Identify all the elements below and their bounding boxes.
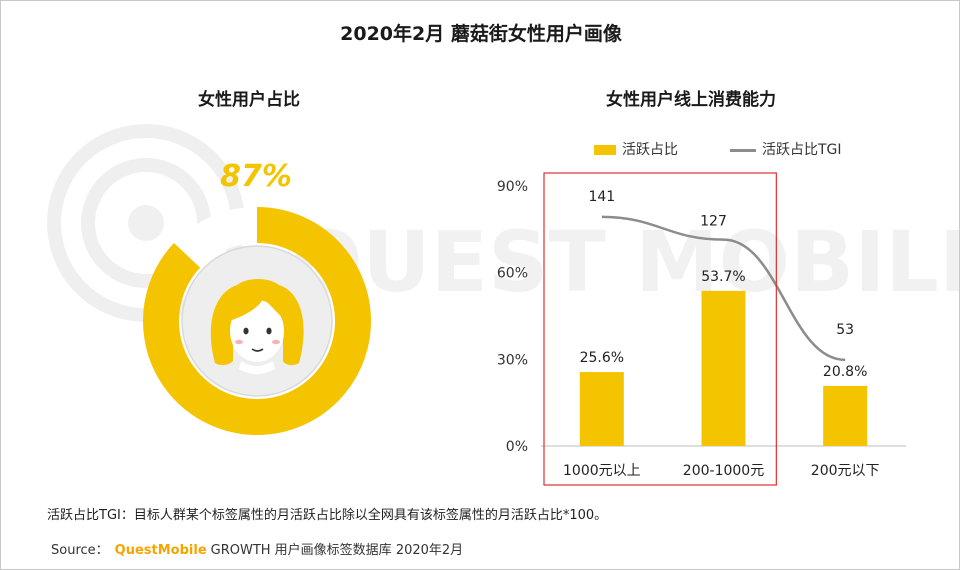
legend-item-bar: 活跃占比 [594,139,678,159]
source-prefix: Source： [51,543,109,558]
legend-swatch-bar [594,145,616,155]
bar [701,290,746,446]
legend-item-line: 活跃占比TGI [730,139,842,159]
page-title: 2020年2月 蘑菇街女性用户画像 [340,23,622,45]
highlight-box [543,172,777,486]
source-brand: QuestMobile [114,543,207,558]
female-share-percent: 87% [220,159,292,194]
source-text: GROWTH 用户画像标签数据库 2020年2月 [210,543,464,558]
donut-arc [143,207,371,435]
y-tick-label: 0% [506,439,528,455]
watermark-text: QUEST MOBILE [291,213,960,311]
bar-value-label: 53.7% [701,269,745,285]
female-share-title: 女性用户占比 [198,90,300,110]
y-tick-label: 60% [497,266,528,282]
tgi-value-label: 53 [836,322,854,338]
tgi-value-label: 141 [588,189,615,205]
tgi-value-label: 127 [700,214,727,230]
bar-value-label: 25.6% [580,350,624,366]
y-tick-label: 30% [497,352,528,368]
bar-value-label: 20.8% [823,364,867,380]
y-tick-label: 90% [497,179,528,195]
x-tick-label: 200-1000元 [683,463,764,479]
legend-label-line: 活跃占比TGI [762,142,842,158]
x-tick-label: 200元以下 [811,463,880,479]
x-tick-label: 1000元以上 [563,463,641,479]
legend-swatch-line [730,148,756,152]
source-line: Source： QuestMobile GROWTH 用户画像标签数据库 2020年… [51,539,463,558]
legend-label-bar: 活跃占比 [622,142,678,158]
bar [579,372,624,446]
spending-power-title: 女性用户线上消费能力 [606,90,776,110]
female-user-avatar-icon [210,279,304,374]
bar [823,385,868,446]
footnote: 活跃占比TGI：目标人群某个标签属性的月活跃占比除以全网具有该标签属性的月活跃占… [47,508,608,523]
tgi-line [601,215,846,362]
